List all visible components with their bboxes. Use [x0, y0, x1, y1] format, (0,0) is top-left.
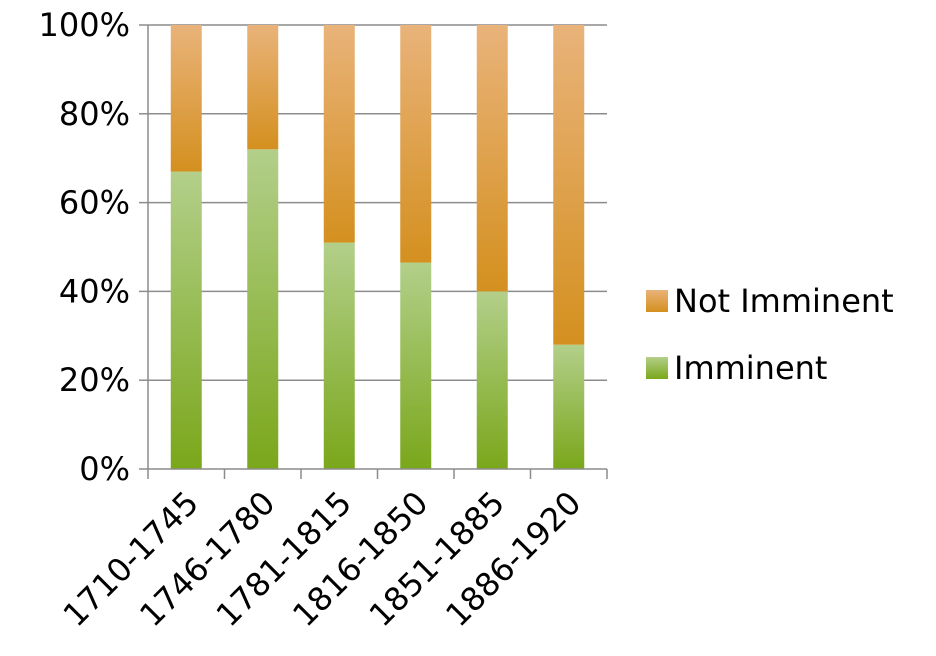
legend-swatch-not-imminent [646, 290, 668, 312]
y-tick-label: 60% [59, 184, 130, 222]
y-tick-labels: 0% 20% 40% 60% 80% 100% [39, 6, 130, 488]
y-tick-label: 0% [79, 450, 130, 488]
bar-imminent-1886-1920 [553, 344, 585, 469]
bar-imminent-1710-1745 [170, 171, 202, 469]
bar-imminent-1816-1850 [400, 262, 432, 469]
bar-not-imminent-1710-1745 [170, 25, 202, 172]
bar-not-imminent-1746-1780 [247, 25, 279, 150]
bar-not-imminent-1886-1920 [553, 25, 585, 345]
legend: Not Imminent Imminent [646, 282, 894, 387]
bar-not-imminent-1851-1885 [476, 25, 508, 292]
bar-not-imminent-1781-1815 [323, 25, 355, 243]
legend-label-imminent: Imminent [674, 349, 827, 387]
y-tick-label: 20% [59, 361, 130, 399]
y-tick-label: 40% [59, 272, 130, 310]
gridlines [148, 24, 607, 381]
axes [139, 24, 608, 479]
legend-label-not-imminent: Not Imminent [674, 282, 894, 320]
bar-not-imminent-1816-1850 [400, 25, 432, 263]
bar-imminent-1851-1885 [476, 291, 508, 469]
y-tick-label: 80% [59, 95, 130, 133]
bar-imminent-1746-1780 [247, 149, 279, 469]
legend-swatch-imminent [646, 357, 668, 379]
bars [170, 25, 585, 469]
bar-imminent-1781-1815 [323, 242, 355, 469]
x-tick-labels: 1710-17451746-17801781-18151816-18501851… [56, 484, 589, 634]
y-tick-label: 100% [39, 6, 130, 44]
